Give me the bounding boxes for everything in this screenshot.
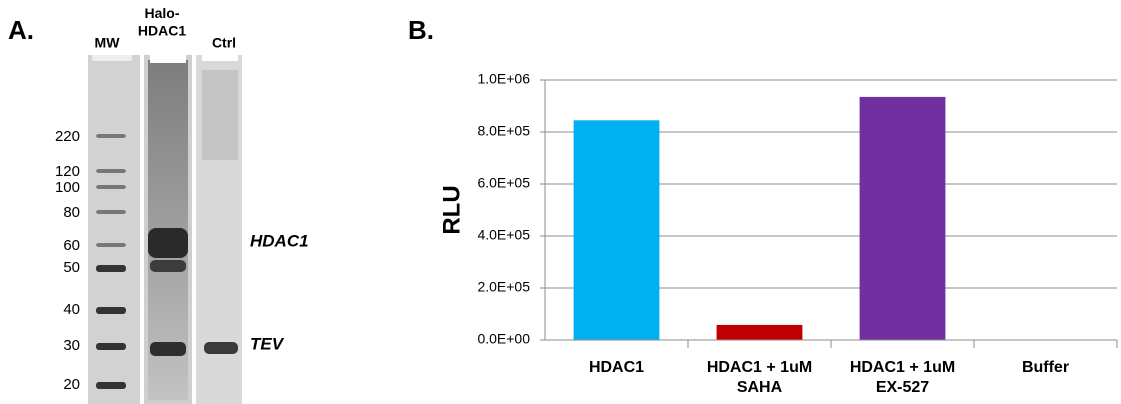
mw-marker-label: 100 [55, 179, 80, 196]
gel [88, 55, 242, 404]
mw-marker-label: 40 [63, 301, 80, 318]
y-tick-label: 8.0E+05 [477, 123, 530, 139]
band-label: HDAC1 [250, 231, 309, 250]
mw-marker-label: 30 [63, 337, 80, 354]
y-tick-label: 4.0E+05 [477, 227, 530, 243]
ladder-band [96, 134, 126, 138]
ladder-band [96, 243, 126, 247]
ladder-band [96, 210, 126, 214]
mw-marker-label: 80 [63, 204, 80, 221]
y-tick-label: 6.0E+05 [477, 175, 530, 191]
ladder-band [96, 382, 126, 389]
ladder-band [96, 185, 126, 189]
panel-label: B. [408, 15, 434, 45]
panel-label: A. [8, 15, 34, 45]
x-tick-label: Buffer [1022, 359, 1069, 376]
ladder-band [96, 265, 126, 272]
mw-marker-label: 20 [63, 376, 80, 393]
lane-label: Halo-HDAC1 [138, 5, 186, 39]
y-axis-title: RLU [438, 185, 465, 234]
lane-label: Ctrl [212, 35, 236, 51]
bar [574, 120, 660, 340]
x-tick-label: HDAC1 [589, 359, 644, 376]
mw-marker-label: 60 [63, 237, 80, 254]
mw-marker-label: 120 [55, 163, 80, 180]
ladder-band [96, 343, 126, 350]
y-tick-label: 0.0E+00 [477, 331, 530, 347]
ladder-band [96, 169, 126, 173]
mw-marker-label: 50 [63, 259, 80, 276]
y-tick-label: 1.0E+06 [477, 71, 530, 87]
mw-marker-label: 220 [55, 128, 80, 145]
bar [717, 325, 803, 340]
lane-label: MW [95, 35, 121, 51]
figure: A. MW Halo-HDAC1 Ctrl 220 120100 80 60 50 40 30 20… [0, 0, 1121, 404]
y-tick-label: 2.0E+05 [477, 279, 530, 295]
ladder-band [96, 307, 126, 314]
bar [860, 97, 946, 340]
band-label: TEV [250, 334, 285, 353]
